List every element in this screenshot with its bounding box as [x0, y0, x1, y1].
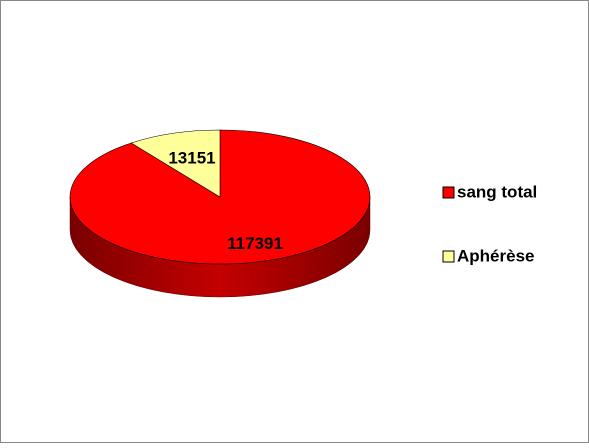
legend-label: sang total [457, 182, 537, 201]
legend-swatch [442, 186, 455, 199]
slice [130, 129, 221, 198]
legend-swatch [442, 250, 455, 263]
data-label: 117391 [227, 234, 283, 253]
legend-label: Aphérèse [457, 246, 534, 265]
data-label: 13151 [168, 148, 215, 167]
